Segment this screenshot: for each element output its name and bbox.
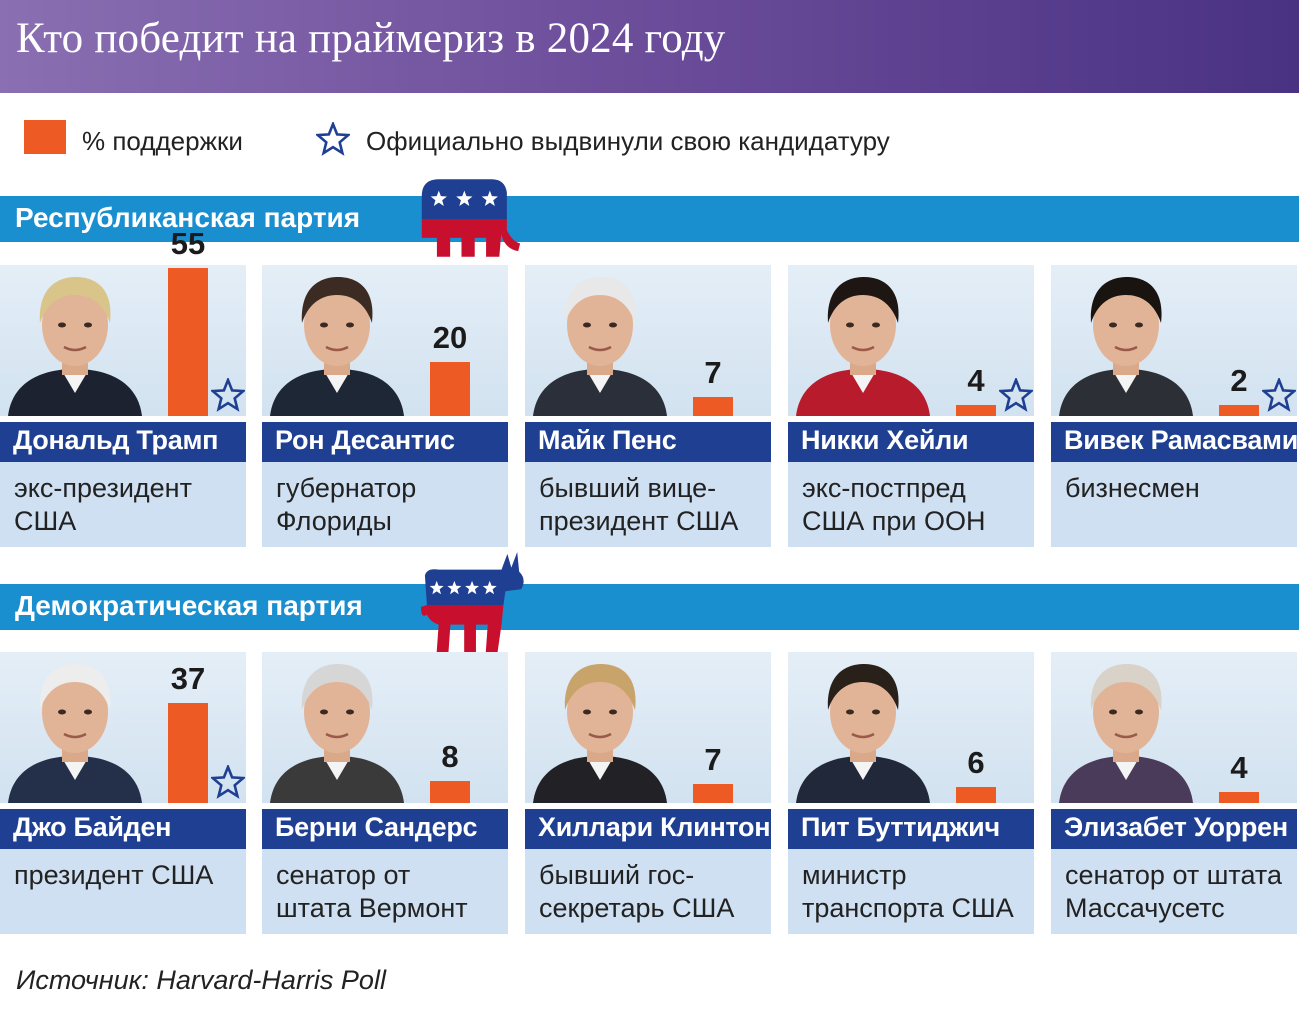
candidate-role: экс-постпред США при ООН xyxy=(802,473,986,536)
declared-star-icon xyxy=(1262,378,1296,412)
support-bar xyxy=(693,784,733,803)
support-bar xyxy=(956,405,996,416)
republican-elephant-icon xyxy=(421,179,521,257)
candidate-name-bar: Рон Десантис xyxy=(262,422,508,462)
support-value-label: 20 xyxy=(432,320,468,355)
candidate-role-panel: сенатор от штата Массачусетс xyxy=(1051,849,1297,934)
candidate-name: Дональд Трамп xyxy=(13,425,219,455)
portrait-image xyxy=(270,664,404,803)
candidate-role-panel: президент США xyxy=(0,849,246,934)
candidate-photo-panel xyxy=(525,265,771,416)
support-bar xyxy=(1219,792,1259,803)
declared-star-icon xyxy=(211,765,245,799)
candidate-name: Рон Десантис xyxy=(275,425,455,455)
candidate-name: Никки Хейли xyxy=(801,425,969,455)
candidate-name: Майк Пенс xyxy=(538,425,677,455)
candidate-role: губернатор Флориды xyxy=(276,473,417,536)
portrait-image xyxy=(1059,277,1193,416)
candidate-name-bar: Никки Хейли xyxy=(788,422,1034,462)
candidate-role: министр транспорта США xyxy=(802,860,1014,923)
legend-declared-label: Официально выдвинули свою кандидатуру xyxy=(366,126,890,156)
candidate-name: Пит Буттиджич xyxy=(801,812,1000,842)
candidate-photo-panel xyxy=(262,652,508,803)
candidate-name-bar: Берни Сандерс xyxy=(262,809,508,849)
support-value-label: 7 xyxy=(704,742,722,777)
candidate-role-panel: сенатор от штата Вермонт xyxy=(262,849,508,934)
candidate-role-panel: экс-постпред США при ООН xyxy=(788,462,1034,547)
header-banner: Кто победит на праймериз в 2024 году xyxy=(0,0,1299,93)
support-value-label: 37 xyxy=(170,661,206,696)
support-value-label: 6 xyxy=(967,745,985,780)
portrait-image xyxy=(533,664,667,803)
candidate-photo-panel xyxy=(525,652,771,803)
portrait-image xyxy=(270,277,404,416)
support-bar xyxy=(168,703,208,803)
candidate-role-panel: бывший гос- секретарь США xyxy=(525,849,771,934)
candidate-name: Вивек Рамасвами xyxy=(1064,425,1299,455)
portrait-image xyxy=(1059,664,1193,803)
candidate-photo-panel xyxy=(788,652,1034,803)
candidate-role: сенатор от штата Массачусетс xyxy=(1065,860,1282,923)
party-title: Демократическая партия xyxy=(15,590,363,621)
candidate-photo-panel xyxy=(1051,652,1297,803)
declared-star-icon xyxy=(999,378,1033,412)
candidate-role: сенатор от штата Вермонт xyxy=(276,860,468,923)
portrait-image xyxy=(533,277,667,416)
candidate-name-bar: Вивек Рамасвами xyxy=(1051,422,1299,462)
candidate-name-bar: Майк Пенс xyxy=(525,422,771,462)
candidate-role: бывший вице- президент США xyxy=(539,473,739,536)
candidate-role: президент США xyxy=(14,860,214,890)
support-value-label: 4 xyxy=(967,363,985,398)
candidate-name: Джо Байден xyxy=(13,812,172,842)
support-value-label: 4 xyxy=(1230,750,1248,785)
support-bar xyxy=(1219,405,1259,416)
support-bar xyxy=(693,397,733,416)
candidate-role-panel: губернатор Флориды xyxy=(262,462,508,547)
candidate-role: бизнесмен xyxy=(1065,473,1200,503)
support-bar xyxy=(168,268,208,416)
support-value-label: 7 xyxy=(704,355,722,390)
support-bar xyxy=(430,781,470,803)
declared-star-icon xyxy=(211,378,245,412)
support-value-label: 2 xyxy=(1230,363,1248,398)
candidate-name-bar: Пит Буттиджич xyxy=(788,809,1034,849)
candidate-role: экс-президент США xyxy=(14,473,192,536)
candidate-role-panel: бывший вице- президент США xyxy=(525,462,771,547)
candidate-photo-panel xyxy=(1051,265,1297,416)
candidate-photo-panel xyxy=(262,265,508,416)
candidate-name-bar: Дональд Трамп xyxy=(0,422,246,462)
candidate-name-bar: Хиллари Клинтон xyxy=(525,809,771,849)
candidate-role-panel: бизнесмен xyxy=(1051,462,1297,547)
portrait-image xyxy=(796,277,930,416)
democratic-donkey-icon xyxy=(420,551,524,653)
candidate-role: бывший гос- секретарь США xyxy=(539,860,735,923)
support-bar xyxy=(430,362,470,416)
support-value-label: 55 xyxy=(170,226,206,261)
support-bar xyxy=(956,787,996,803)
portrait-image xyxy=(8,664,142,803)
candidate-photo-panel xyxy=(788,265,1034,416)
legend-support-label: % поддержки xyxy=(82,126,243,156)
candidate-name-bar: Элизабет Уоррен xyxy=(1051,809,1297,849)
party-header-bar xyxy=(0,196,1299,242)
candidate-photo-panel xyxy=(0,265,246,416)
candidate-name: Хиллари Клинтон xyxy=(538,812,771,842)
party-title: Республиканская партия xyxy=(15,202,361,233)
portrait-image xyxy=(8,277,142,416)
candidate-role-panel: министр транспорта США xyxy=(788,849,1034,934)
page-title: Кто победит на праймериз в 2024 году xyxy=(16,15,726,62)
support-value-label: 8 xyxy=(441,739,459,774)
candidate-name: Берни Сандерс xyxy=(275,812,478,842)
portrait-image xyxy=(796,664,930,803)
legend-support-swatch xyxy=(24,120,66,154)
legend-star-icon xyxy=(316,122,350,156)
candidate-name: Элизабет Уоррен xyxy=(1064,812,1288,842)
party-header-bar xyxy=(0,584,1299,630)
candidate-name-bar: Джо Байден xyxy=(0,809,246,849)
candidate-role-panel: экс-президент США xyxy=(0,462,246,547)
source-note: Источник: Harvard-Harris Poll xyxy=(16,965,386,995)
